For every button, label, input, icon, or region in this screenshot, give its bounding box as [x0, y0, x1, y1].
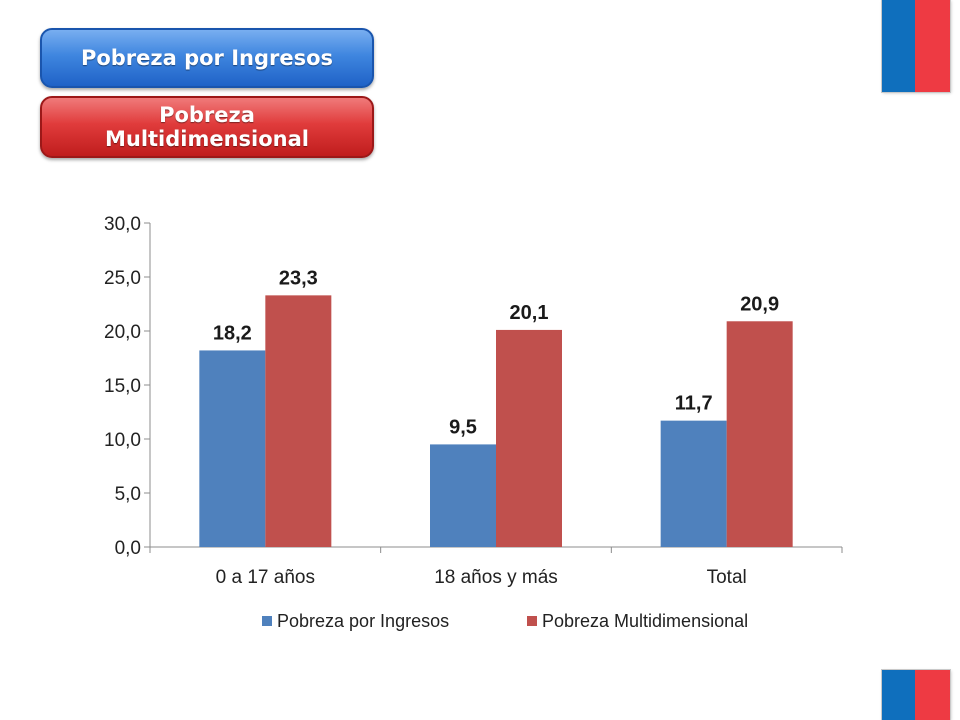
- pobreza-ingresos-label: Pobreza por Ingresos: [80, 46, 334, 70]
- y-tick-label: 10,0: [104, 430, 141, 451]
- chile-flag-bottom-icon: [882, 670, 950, 720]
- x-tick-label: 18 años y más: [434, 567, 558, 588]
- legend-entry: Pobreza por Ingresos: [277, 611, 449, 631]
- y-tick-label: 25,0: [104, 268, 141, 289]
- pobreza-multidimensional-button[interactable]: Pobreza Multidimensional: [40, 96, 374, 158]
- y-tick-label: 30,0: [104, 214, 141, 235]
- bar: [430, 444, 496, 547]
- y-tick-label: 20,0: [104, 322, 141, 343]
- legend-swatch: [262, 616, 272, 626]
- data-label: 20,9: [740, 293, 779, 315]
- bar: [265, 295, 332, 547]
- y-tick-label: 15,0: [104, 376, 141, 397]
- data-label: 23,3: [279, 267, 318, 289]
- bar: [496, 329, 562, 547]
- pobreza-ingresos-button[interactable]: Pobreza por Ingresos: [40, 28, 374, 88]
- bar: [726, 321, 793, 547]
- bar: [199, 350, 266, 547]
- data-label: 9,5: [449, 416, 477, 438]
- data-label: 20,1: [510, 302, 549, 324]
- x-tick-label: Total: [707, 567, 747, 588]
- y-tick-label: 0,0: [115, 538, 141, 559]
- legend-entry: Pobreza Multidimensional: [542, 611, 748, 631]
- pobreza-multidimensional-label: Pobreza Multidimensional: [104, 103, 310, 151]
- x-tick-label: 0 a 17 años: [216, 567, 315, 588]
- chile-flag-top-icon: [882, 0, 950, 92]
- bar: [660, 420, 727, 547]
- y-tick-label: 5,0: [115, 484, 141, 505]
- data-label: 11,7: [675, 393, 713, 415]
- data-label: 18,2: [213, 322, 252, 344]
- legend-swatch: [527, 616, 537, 626]
